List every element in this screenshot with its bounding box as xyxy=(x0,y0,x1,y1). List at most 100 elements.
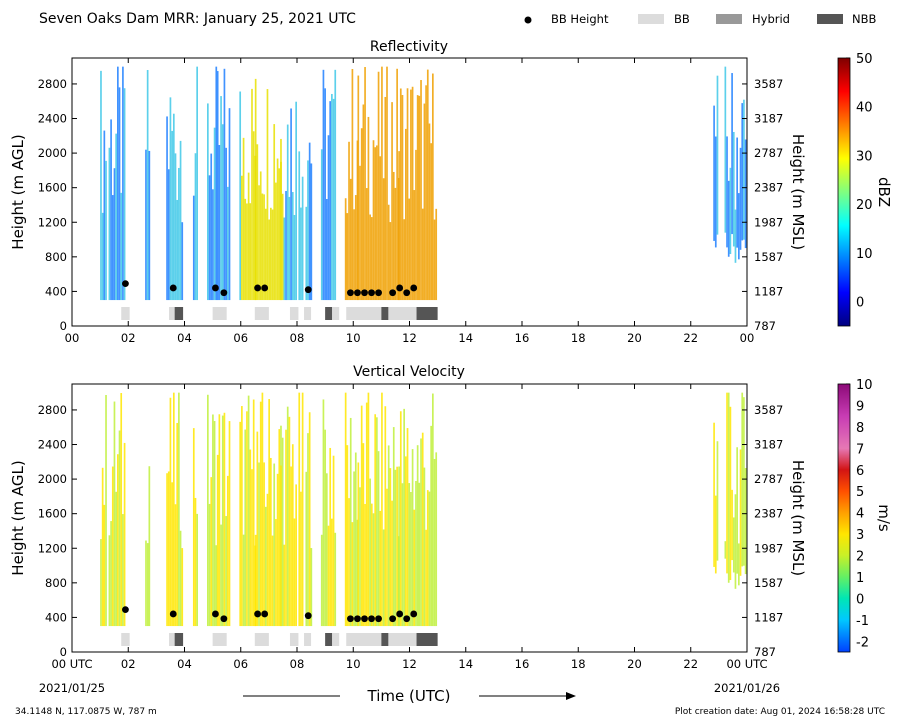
x-tick-label: 08 xyxy=(290,657,305,671)
legend-bb-height-label: BB Height xyxy=(551,12,609,26)
echo-column xyxy=(301,176,304,301)
bb-height-marker xyxy=(254,610,262,618)
velocity-panel: Vertical Velocity 00 UTC 02 04 06 08 10 12 14 16… xyxy=(9,364,893,671)
echo-column xyxy=(736,447,738,574)
echo-column xyxy=(208,503,211,627)
echo-column xyxy=(169,397,172,627)
echo-column xyxy=(381,392,383,627)
echo-column xyxy=(392,171,395,301)
echo-column xyxy=(244,429,247,627)
y-tick-label-right: 1187 xyxy=(754,610,783,624)
echo-column xyxy=(732,131,735,247)
echo-column xyxy=(423,103,426,301)
bb-type-segment xyxy=(325,633,333,646)
bb-height-marker xyxy=(122,280,129,288)
echo-column xyxy=(290,108,292,301)
echo-column xyxy=(301,392,304,627)
echo-column xyxy=(310,163,313,301)
echo-column xyxy=(418,95,421,301)
echo-column xyxy=(172,113,175,301)
bb-height-marker xyxy=(261,610,269,618)
echo-column xyxy=(386,66,388,301)
echo-column xyxy=(329,447,332,627)
echo-column xyxy=(166,473,168,627)
echo-column xyxy=(403,408,405,627)
bb-type-segment xyxy=(332,307,340,320)
echo-column xyxy=(325,473,328,627)
x-tick-label: 18 xyxy=(571,657,586,671)
echo-column xyxy=(357,462,360,627)
bb-height-marker xyxy=(220,615,228,623)
echo-column xyxy=(415,149,417,301)
plot-creation-date: Plot creation date: Aug 01, 2024 16:58:2… xyxy=(675,707,885,717)
bb-type-segment xyxy=(346,633,382,646)
y-tick-label: 0 xyxy=(60,319,67,333)
colorbar-tick-label: 0 xyxy=(856,296,864,311)
echo-column xyxy=(251,88,253,301)
y-tick-label-right: 2387 xyxy=(754,507,783,521)
bb-height-marker xyxy=(347,615,354,623)
echo-column xyxy=(298,392,301,627)
echo-column xyxy=(349,178,352,301)
colorbar-tick-label: 30 xyxy=(856,149,873,164)
x-tick-label: 00 xyxy=(740,331,755,345)
echo-column xyxy=(241,406,243,627)
echo-column xyxy=(743,397,745,566)
echo-column xyxy=(111,466,114,627)
echo-column xyxy=(266,89,269,301)
colorbar-tick-label: -2 xyxy=(856,635,869,650)
echo-column xyxy=(213,421,216,627)
echo-column xyxy=(320,149,323,301)
echo-column xyxy=(146,70,149,301)
echo-column xyxy=(320,534,323,627)
y-tick-label-right: 787 xyxy=(754,319,776,333)
x-tick-label: 22 xyxy=(683,657,698,671)
echo-column xyxy=(411,86,414,301)
colorbar-tick-label: 7 xyxy=(856,442,864,457)
echo-column xyxy=(420,80,422,301)
echo-column xyxy=(288,196,291,301)
echo-column xyxy=(386,488,388,627)
echo-column xyxy=(714,136,717,248)
echo-column xyxy=(724,66,727,233)
bb-height-marker xyxy=(389,615,397,623)
echo-column xyxy=(194,153,197,301)
y-tick-label: 2400 xyxy=(38,112,67,126)
bb-type-segment xyxy=(381,633,389,646)
echo-column xyxy=(271,535,274,627)
echo-column xyxy=(334,69,337,301)
echo-column xyxy=(115,491,117,627)
echo-column xyxy=(736,137,738,248)
echo-column xyxy=(108,147,111,301)
velocity-colorbar-label: m/s xyxy=(875,504,893,532)
echo-column xyxy=(176,422,179,627)
bb-height-marker xyxy=(410,284,418,292)
echo-column xyxy=(181,548,184,627)
echo-column xyxy=(391,102,393,301)
echo-column xyxy=(332,455,335,627)
x-tick-label: 06 xyxy=(233,657,248,671)
bb-height-marker xyxy=(410,610,418,618)
echo-column xyxy=(120,192,123,301)
echo-column xyxy=(734,494,737,589)
bb-height-marker xyxy=(347,289,354,297)
echo-column xyxy=(295,101,297,301)
bb-height-marker xyxy=(261,284,269,292)
echo-column xyxy=(120,393,123,627)
echo-column xyxy=(207,394,209,627)
echo-column xyxy=(105,160,107,301)
echo-column xyxy=(285,429,287,627)
bb-type-segment xyxy=(289,633,299,646)
echo-column xyxy=(359,487,361,627)
echo-column xyxy=(741,103,744,241)
echo-column xyxy=(101,212,104,301)
echo-column xyxy=(179,530,182,627)
echo-column xyxy=(364,67,366,301)
echo-column xyxy=(348,498,350,627)
xlabel-arrow-head xyxy=(566,692,576,700)
colorbar-tick-label: 20 xyxy=(856,198,873,213)
colorbar-tick-label: 5 xyxy=(856,485,864,500)
colorbar-tick-label: -1 xyxy=(856,614,869,629)
echo-column xyxy=(384,406,387,627)
echo-column xyxy=(145,540,147,627)
